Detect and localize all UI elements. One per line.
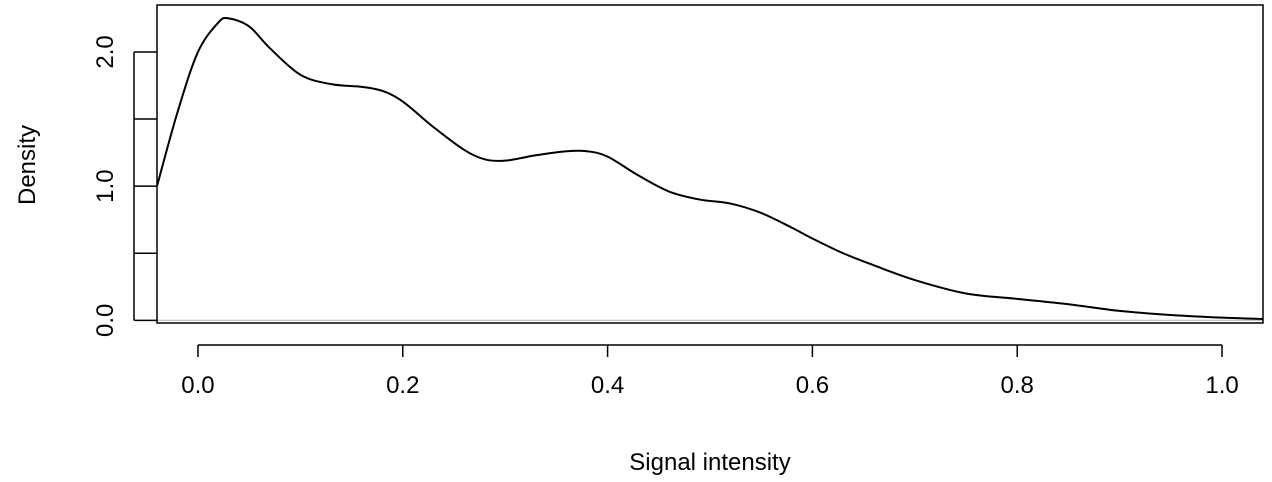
y-axis-label: Density (14, 125, 41, 205)
x-tick-label: 0.2 (386, 372, 419, 399)
x-tick-label: 0.8 (1001, 372, 1034, 399)
x-axis-label: Signal intensity (629, 449, 790, 476)
x-tick-label: 0.6 (796, 372, 829, 399)
x-tick-label: 1.0 (1205, 372, 1238, 399)
x-tick-label: 0.0 (181, 372, 214, 399)
y-tick-label: 1.0 (92, 169, 119, 202)
y-tick-label: 0.0 (92, 304, 119, 337)
y-tick-label: 2.0 (92, 35, 119, 68)
x-tick-label: 0.4 (591, 372, 624, 399)
density-line (156, 16, 1264, 320)
plot-frame (156, 4, 1264, 324)
